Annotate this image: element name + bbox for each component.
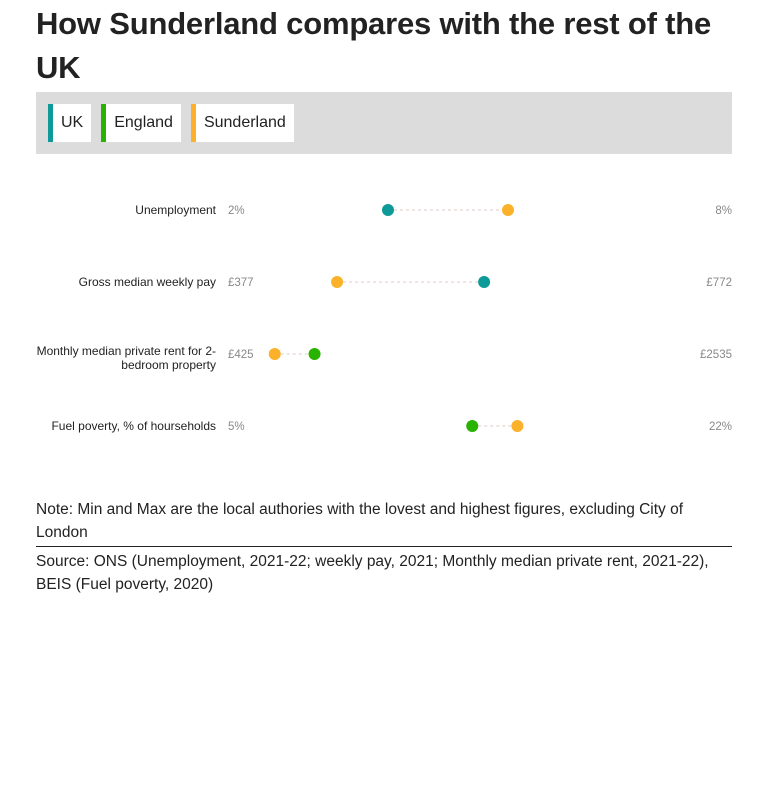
legend-label-uk: UK xyxy=(61,114,84,131)
row-label: Monthly median private rent for 2-bedroo… xyxy=(37,344,216,372)
legend-label-sunderland: Sunderland xyxy=(203,114,286,131)
dot-england xyxy=(308,348,321,360)
row-label: Unemployment xyxy=(135,203,216,217)
legend-item-uk: UK xyxy=(48,104,92,142)
dot-sunderland xyxy=(268,348,281,360)
page: How Sunderland compares with the rest of… xyxy=(36,0,732,593)
legend: UK England Sunderland xyxy=(36,92,732,154)
dot-england xyxy=(466,420,479,432)
row-label: Gross median weekly pay xyxy=(79,275,216,289)
legend-label-england: England xyxy=(114,114,173,131)
row-min-label: £425 xyxy=(228,349,254,361)
chart-svg: Unemployment 2% 8% Gross median weekly pay £… xyxy=(37,203,732,433)
row-max-label: 22% xyxy=(709,421,732,433)
legend-swatch-england xyxy=(101,104,107,142)
dot-uk xyxy=(478,276,491,288)
legend-item-sunderland: Sunderland xyxy=(190,104,294,142)
legend-swatch-uk xyxy=(48,104,53,142)
legend-swatch-sunderland xyxy=(190,104,196,142)
row-min-label: 5% xyxy=(228,421,245,433)
page-title: How Sunderland compares with the rest of… xyxy=(36,6,712,85)
dot-sunderland xyxy=(502,204,514,216)
dot-range-chart: Unemployment 2% 8% Gross median weekly pay £… xyxy=(36,170,732,470)
dot-sunderland xyxy=(511,420,524,432)
legend-item-england: England xyxy=(101,104,181,142)
row-max-label: £772 xyxy=(706,277,732,289)
dot-uk xyxy=(382,204,394,216)
row-min-label: £377 xyxy=(228,277,254,289)
row-max-label: £2535 xyxy=(700,349,732,361)
chart-source: Source: ONS (Unemployment, 2021-22; week… xyxy=(36,553,709,593)
row-label: Fuel poverty, % of hourseholds xyxy=(51,419,216,433)
chart-note: Note: Min and Max are the local authorie… xyxy=(36,498,732,547)
dot-sunderland xyxy=(331,276,344,288)
row-max-label: 8% xyxy=(715,205,732,217)
row-min-label: 2% xyxy=(228,205,245,217)
notes: Note: Min and Max are the local authorie… xyxy=(36,498,732,596)
